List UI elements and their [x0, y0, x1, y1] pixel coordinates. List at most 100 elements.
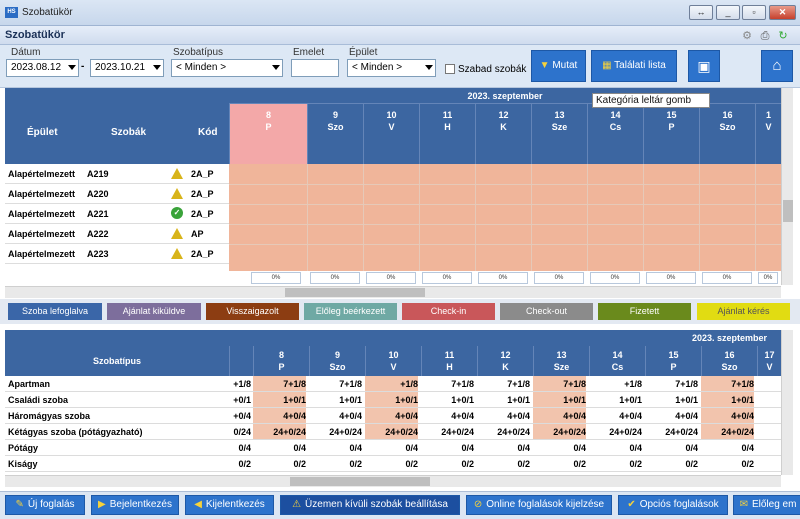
floor-input[interactable] [291, 59, 339, 77]
day-header[interactable]: 17 V [757, 346, 781, 376]
button-icon: ✎ [15, 499, 24, 510]
room-type-row[interactable]: Háromágyas szoba +0/4 4+0/4 4+0/4 4+0/4 4+0/4… [5, 408, 781, 424]
building-label: Épület [349, 47, 378, 58]
horizontal-scrollbar-2[interactable] [5, 475, 781, 487]
room-type-select[interactable]: < Minden > [171, 59, 283, 77]
availability-cell: 24+0/24 [497, 427, 530, 437]
button-icon: ✉ [739, 499, 748, 510]
app-icon: HS [5, 7, 18, 18]
day-header[interactable]: 10 V [365, 346, 421, 376]
home-button[interactable]: ⌂ [761, 50, 793, 82]
button-icon: ✔ [627, 499, 636, 510]
availability-cell: 7+1/8 [533, 376, 586, 391]
date-separator: - [81, 61, 85, 72]
room-type-row[interactable]: Kiságy 0/2 0/2 0/2 0/2 0/2 0/2 0/2 0/2 0/2 0/2 [5, 456, 781, 472]
bottom-button[interactable]: ✉ Előleg em [733, 495, 800, 515]
day-header[interactable]: 15 P [643, 104, 699, 164]
room-type-row[interactable]: Pótágy 0/4 0/4 0/4 0/4 0/4 0/4 0/4 0/4 0/4 0/4 [5, 440, 781, 456]
bottom-button[interactable]: ⚠ Üzemen kívüli szobák beállítása [280, 495, 460, 515]
close-button[interactable]: ✕ [769, 5, 796, 20]
day-header[interactable]: 13 Sze [531, 104, 587, 164]
room-row[interactable]: Alapértelmezett A220 2A_P [5, 184, 229, 204]
bottom-button[interactable]: ◀ Kijelentkezés [185, 495, 274, 515]
day-header[interactable]: 15 P [645, 346, 701, 376]
availability-cell: 1+0/1 [507, 395, 530, 405]
building-name: Alapértelmezett [8, 249, 76, 259]
day-header[interactable]: 14 Cs [587, 104, 643, 164]
room-row[interactable]: Alapértelmezett A219 2A_P [5, 164, 229, 184]
vertical-scrollbar-2[interactable] [781, 330, 793, 475]
availability-cell: 4+0/4 [701, 408, 754, 423]
bottom-button-label: Új foglalás [27, 499, 75, 510]
calendar-gridline [229, 184, 781, 185]
day-of-week: V [390, 362, 397, 372]
refresh-icon[interactable]: ↻ [778, 30, 788, 42]
day-header[interactable]: 14 Cs [589, 346, 645, 376]
button-icon: ⚠ [292, 499, 302, 510]
bottom-button[interactable]: ✎ Új foglalás [5, 495, 85, 515]
day-header[interactable]: 13 Sze [533, 346, 589, 376]
date-from-field[interactable]: 2023.08.12 [6, 59, 79, 77]
day-header[interactable]: 12 K [475, 104, 531, 164]
room-type-name: Családi szoba [8, 395, 69, 405]
warning-icon [171, 228, 183, 239]
bottom-button[interactable]: ✔ Opciós foglalások [618, 495, 728, 515]
availability-cell: 4+0/4 [339, 411, 362, 421]
print-icon[interactable]: ⎙ [760, 30, 770, 42]
legend-check-out: Check-out [500, 303, 593, 320]
availability-cell: 7+1/8 [253, 376, 306, 391]
day-header[interactable]: 11 H [421, 346, 477, 376]
horizontal-scrollbar[interactable] [5, 286, 781, 298]
day-header[interactable]: 11 H [419, 104, 475, 164]
scroll-thumb[interactable] [783, 200, 793, 222]
day-of-week: Szo [327, 122, 344, 132]
day-number: 8 [278, 350, 284, 360]
settings-icon[interactable]: ⚙ [742, 30, 752, 42]
category-inventory-button[interactable]: ▣ [688, 50, 720, 82]
availability-cell: 1+0/1 [339, 395, 362, 405]
calendar-gridline [755, 164, 756, 271]
status-legend: Szoba lefoglalva Ajánlat kiküldve Visszaig… [0, 299, 800, 324]
availability-cell: 0/2 [741, 459, 754, 469]
room-type-name: Kiságy [8, 459, 38, 469]
dropdown-arrow-icon [272, 65, 280, 70]
vertical-scrollbar[interactable] [781, 88, 793, 285]
building-select[interactable]: < Minden > [347, 59, 436, 77]
room-type-row[interactable]: Kétágyas szoba (pótágyazható) 0/24 24+0/24… [5, 424, 781, 440]
room-type-row[interactable]: Apartman +1/8 7+1/8 7+1/8 +1/8 7+1/8 7+1/8 7+1/… [5, 376, 781, 392]
room-code: 2A_P [191, 169, 214, 179]
room-row[interactable]: Alapértelmezett A223 2A_P [5, 244, 229, 264]
maximize-button[interactable]: ▫ [742, 5, 766, 20]
occupancy-percent: 0% [702, 272, 752, 284]
results-list-button[interactable]: ▦ Találati lista [591, 50, 677, 82]
day-header[interactable]: 16 Szo [701, 346, 757, 376]
room-row[interactable]: Alapértelmezett A221 ✓ 2A_P [5, 204, 229, 224]
free-rooms-checkbox[interactable] [445, 64, 455, 74]
availability-cell: 0/24 [233, 427, 251, 437]
room-type-name: Háromágyas szoba [8, 411, 91, 421]
day-header[interactable]: 12 K [477, 346, 533, 376]
availability-cell: 0/2 [461, 459, 474, 469]
scroll-thumb[interactable] [285, 288, 425, 297]
date-to-field[interactable]: 2023.10.21 [90, 59, 164, 77]
day-header[interactable]: 16 Szo [699, 104, 755, 164]
day-header[interactable]: 10 V [363, 104, 419, 164]
room-grid-header: Épület Szobák Kód [5, 88, 229, 164]
availability-cell: 24+0/24 [665, 427, 698, 437]
show-button[interactable]: ▼ Mutat [531, 50, 586, 82]
legend-visszaigazolt: Visszaigazolt [206, 303, 299, 320]
availability-cell: 0/2 [573, 459, 586, 469]
room-type-row[interactable]: Családi szoba +0/1 1+0/1 1+0/1 1+0/1 1+0/1 1+0… [5, 392, 781, 408]
bottom-button[interactable]: ▶ Bejelentkezés [91, 495, 179, 515]
restore-arrows-button[interactable]: ↔ [689, 5, 713, 20]
scroll-thumb[interactable] [290, 477, 430, 486]
calendar-cells[interactable] [229, 164, 781, 271]
day-header[interactable]: 9 Szo [307, 104, 363, 164]
minimize-button[interactable]: _ [716, 5, 740, 20]
day-header[interactable]: 9 Szo [309, 346, 365, 376]
bottom-button[interactable]: ⊘ Online foglalások kijelzése [466, 495, 612, 515]
room-row[interactable]: Alapértelmezett A222 AP [5, 224, 229, 244]
